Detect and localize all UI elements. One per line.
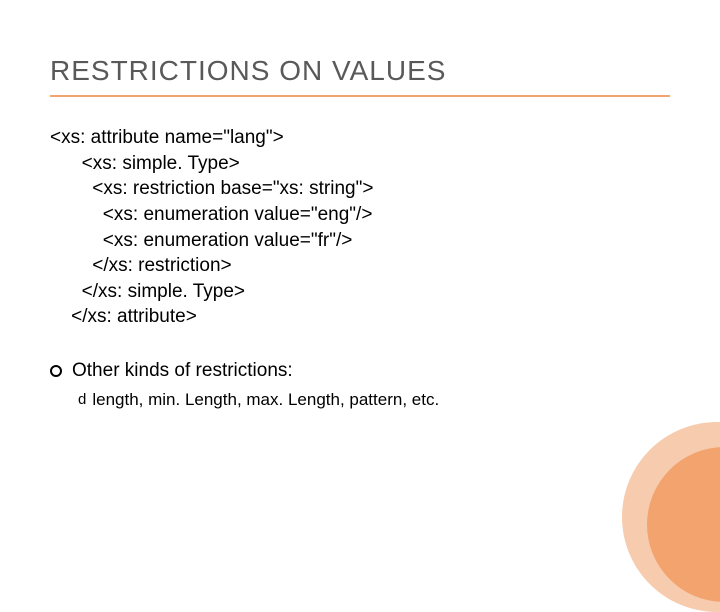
code-line: </xs: restriction> bbox=[50, 253, 670, 279]
circle-bullet-icon bbox=[50, 365, 62, 377]
page-title: RESTRICTIONS ON VALUES bbox=[50, 55, 670, 87]
code-block: <xs: attribute name="lang"> <xs: simple.… bbox=[50, 125, 670, 330]
code-line: </xs: simple. Type> bbox=[50, 279, 670, 305]
code-line: <xs: simple. Type> bbox=[50, 151, 670, 177]
code-line: <xs: restriction base="xs: string"> bbox=[50, 176, 670, 202]
sub-bullet-item: d length, min. Length, max. Length, patt… bbox=[78, 390, 670, 410]
sub-bullet-icon: d bbox=[78, 391, 86, 408]
code-line: </xs: attribute> bbox=[50, 304, 670, 330]
code-line: <xs: attribute name="lang"> bbox=[50, 125, 670, 151]
slide-content: RESTRICTIONS ON VALUES <xs: attribute na… bbox=[0, 0, 720, 410]
title-underline bbox=[50, 95, 670, 97]
sub-bullet-text: length, min. Length, max. Length, patter… bbox=[92, 390, 439, 410]
code-line: <xs: enumeration value="fr"/> bbox=[50, 228, 670, 254]
bullet-item: Other kinds of restrictions: bbox=[50, 360, 670, 382]
code-line: <xs: enumeration value="eng"/> bbox=[50, 202, 670, 228]
bullet-text: Other kinds of restrictions: bbox=[72, 360, 293, 382]
corner-decoration bbox=[652, 380, 720, 540]
